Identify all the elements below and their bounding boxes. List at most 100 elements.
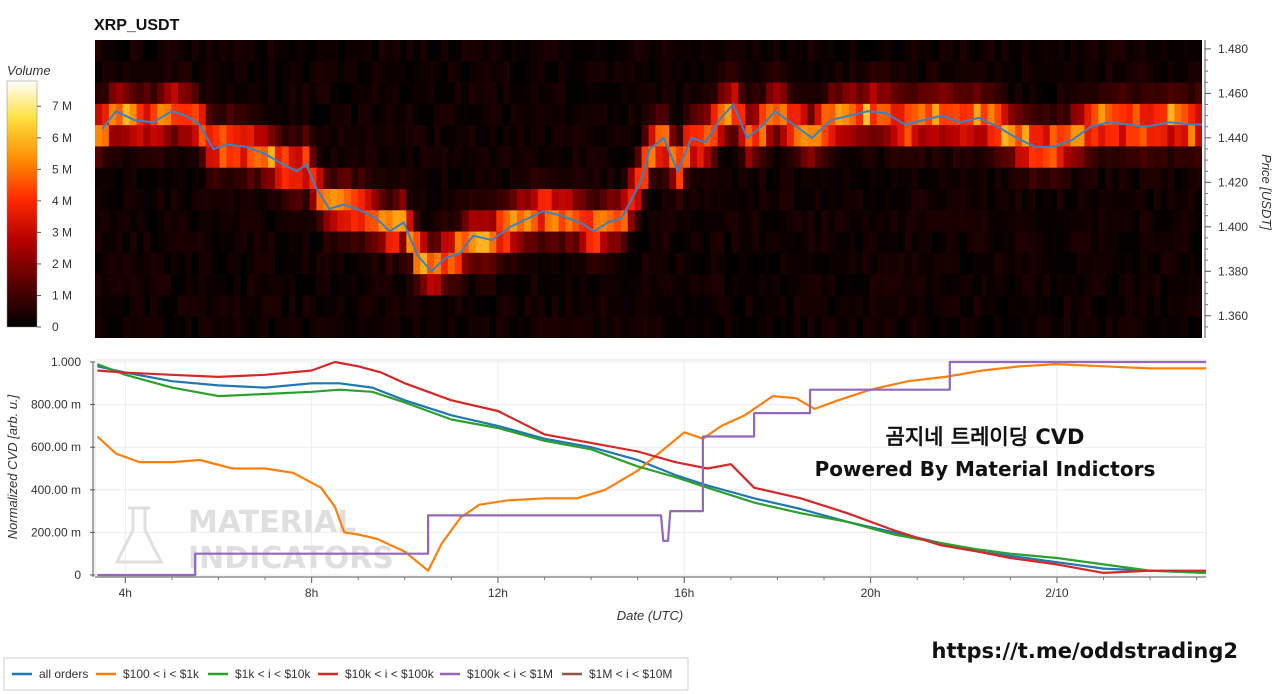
heatmap-cell: [226, 167, 234, 190]
heatmap-cell: [966, 252, 975, 275]
heatmap-cell: [835, 167, 843, 190]
legend-item[interactable]: $100k < i < $1M: [440, 667, 553, 681]
heatmap-cell: [856, 146, 864, 169]
heatmap-cell: [662, 274, 670, 297]
heatmap-cell: [904, 231, 913, 254]
heatmap-cell: [779, 125, 788, 148]
heatmap-cell: [212, 61, 221, 84]
heatmap-cell: [205, 167, 214, 190]
heatmap-cell: [337, 295, 345, 318]
heatmap-cell: [904, 40, 913, 62]
heatmap-cell: [413, 40, 421, 62]
heatmap-cell: [717, 61, 726, 84]
heatmap-cell: [337, 125, 345, 148]
heatmap-cell: [247, 316, 255, 338]
heatmap-cell: [475, 82, 484, 105]
heatmap-cell: [1118, 103, 1127, 126]
heatmap-cell: [544, 316, 553, 338]
heatmap-cell: [157, 316, 165, 338]
heatmap-cell: [966, 40, 975, 62]
heatmap-cell: [1008, 295, 1016, 318]
cvd-series-line: [96, 363, 1206, 574]
heatmap-cell: [357, 125, 366, 148]
heatmap-cell: [662, 316, 670, 338]
heatmap-cell: [240, 40, 248, 62]
heatmap-cell: [918, 252, 926, 275]
heatmap-cell: [1195, 125, 1202, 148]
legend-item[interactable]: $1k < i < $10k: [208, 667, 311, 681]
heatmap-cell: [288, 167, 297, 190]
heatmap-cell: [240, 274, 248, 297]
heatmap-cell: [434, 252, 442, 275]
heatmap-cell: [537, 82, 546, 105]
heatmap-cell: [392, 210, 401, 233]
heatmap-cell: [558, 295, 567, 318]
heatmap-cell: [1084, 146, 1092, 169]
heatmap-cell: [330, 274, 338, 297]
heatmap-cell: [925, 167, 933, 190]
heatmap-cell: [745, 295, 753, 318]
legend-item[interactable]: all orders: [12, 667, 88, 681]
heatmap-cell: [558, 316, 567, 338]
heatmap-cell: [676, 125, 684, 148]
heatmap-cell: [198, 189, 207, 211]
footer-url[interactable]: https://t.me/oddstrading2: [932, 639, 1239, 663]
heatmap-cell: [420, 189, 428, 211]
heatmap-cell: [586, 167, 594, 190]
heatmap-cell: [606, 61, 615, 84]
heatmap-cell: [357, 82, 366, 105]
heatmap-cell: [184, 167, 193, 190]
heatmap-cell: [849, 82, 857, 105]
legend-item[interactable]: $100 < i < $1k: [96, 667, 200, 681]
heatmap-cell: [129, 125, 138, 148]
heatmap-cell: [876, 167, 885, 190]
heatmap-cell: [648, 82, 657, 105]
heatmap-cell: [1195, 61, 1202, 84]
heatmap-cell: [178, 316, 186, 338]
heatmap-cell: [150, 146, 158, 169]
heatmap-cell: [1035, 146, 1044, 169]
legend-item[interactable]: $10k < i < $100k: [318, 667, 435, 681]
heatmap-cell: [890, 295, 899, 318]
heatmap-cell: [309, 274, 317, 297]
heatmap-cell: [613, 146, 622, 169]
heatmap-cell: [475, 210, 484, 233]
heatmap-cell: [1098, 40, 1106, 62]
heatmap-cell: [447, 231, 456, 254]
heatmap-cell: [1146, 82, 1155, 105]
heatmap-cell: [323, 231, 331, 254]
heatmap-cell: [773, 167, 781, 190]
heatmap-cell: [1118, 252, 1127, 275]
heatmap-cell: [676, 210, 684, 233]
heatmap-cell: [1001, 231, 1009, 254]
heatmap-cell: [212, 146, 221, 169]
heatmap-cell: [413, 274, 421, 297]
heatmap-cell: [869, 189, 878, 211]
colorbar-ticks: 7 M6 M5 M4 M3 M2 M1 M0: [37, 99, 72, 334]
heatmap-cell: [1035, 82, 1044, 105]
heatmap-cell: [814, 231, 823, 254]
legend-item[interactable]: $1M < i < $10M: [562, 667, 672, 681]
heatmap-cell: [1160, 231, 1169, 254]
heatmap-cell: [572, 316, 580, 338]
heatmap-cell: [862, 189, 871, 211]
heatmap-cell: [385, 167, 394, 190]
heatmap-cell: [779, 103, 788, 126]
heatmap-cell: [1105, 189, 1113, 211]
heatmap-cell: [641, 61, 650, 84]
heatmap-cell: [793, 274, 802, 297]
heatmap-cell: [1188, 274, 1196, 297]
heatmap-cell: [883, 146, 892, 169]
heatmap-cell: [427, 274, 435, 297]
heatmap-cell: [143, 252, 151, 275]
heatmap-cell: [807, 252, 816, 275]
heatmap-cell: [261, 61, 269, 84]
heatmap-cell: [565, 210, 573, 233]
heatmap-cell: [786, 274, 795, 297]
heatmap-cell: [904, 316, 913, 338]
heatmap-cell: [973, 231, 982, 254]
heatmap-cell: [959, 167, 968, 190]
heatmap-cell: [890, 82, 899, 105]
heatmap-cell: [731, 125, 740, 148]
heatmap-cell: [482, 167, 490, 190]
